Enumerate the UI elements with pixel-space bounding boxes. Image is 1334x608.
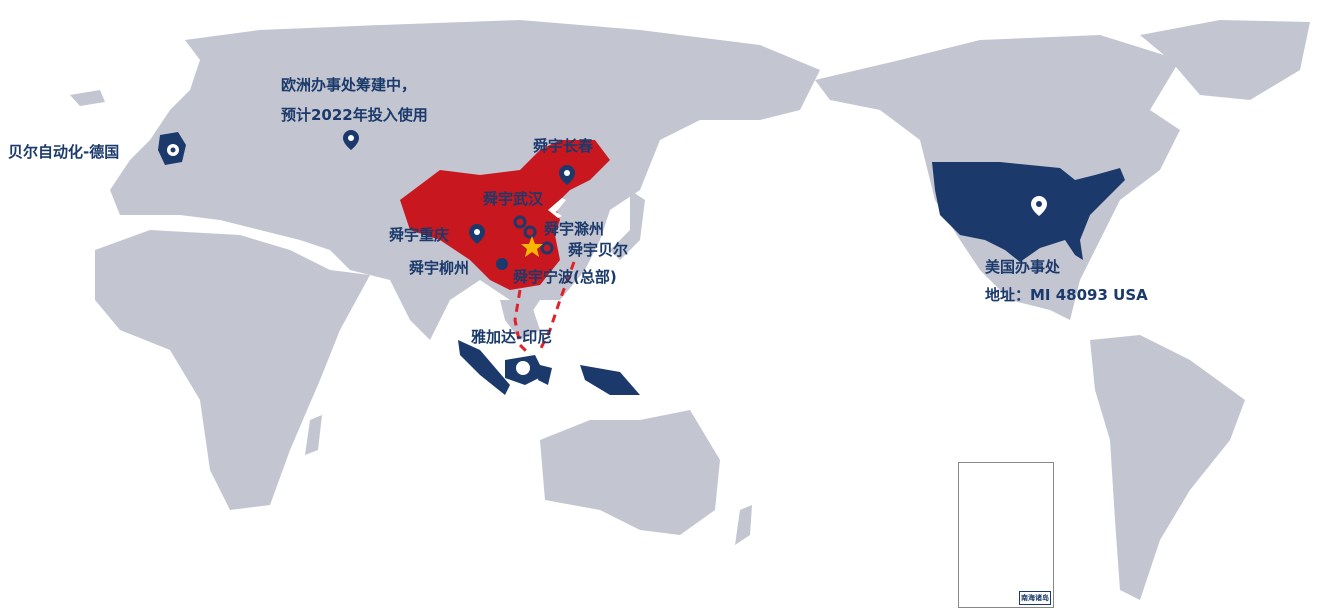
south-america xyxy=(1090,335,1245,600)
ring-marker-icon xyxy=(513,215,554,255)
australia xyxy=(540,410,720,535)
jakarta-marker-icon xyxy=(516,361,530,375)
label-europe-line2: 预计2022年投入使用 xyxy=(281,106,428,124)
label-usa-office: 美国办事处 xyxy=(985,258,1061,276)
inset-title: 南海诸岛 xyxy=(1019,591,1051,605)
indonesia-region xyxy=(458,340,640,395)
label-liuzhou: 舜宇柳州 xyxy=(409,259,470,277)
label-europe-line1: 欧洲办事处筹建中， xyxy=(281,76,417,94)
greenland xyxy=(1140,20,1310,100)
label-changchun: 舜宇长春 xyxy=(533,137,594,155)
shipping-route-1 xyxy=(513,289,532,357)
label-usa-address: 地址：MI 48093 USA xyxy=(985,286,1148,304)
land xyxy=(70,20,1310,600)
airplane-icon xyxy=(548,198,566,218)
south-china-sea-inset: 南海诸岛 xyxy=(958,462,1054,608)
label-wuhan: 舜宇武汉 xyxy=(483,190,544,208)
label-germany: 贝尔自动化-德国 xyxy=(8,143,120,161)
label-chongqing: 舜宇重庆 xyxy=(389,226,450,244)
star-icon xyxy=(521,236,543,257)
japan xyxy=(610,190,645,260)
china-region xyxy=(400,140,610,290)
iceland xyxy=(70,90,105,106)
label-chuzhou: 舜宇滁州 xyxy=(544,220,605,238)
scandinavia xyxy=(200,40,270,120)
usa-region xyxy=(932,162,1125,262)
shipping-route-2 xyxy=(538,261,576,351)
madagascar xyxy=(305,415,322,455)
africa xyxy=(95,230,370,510)
southeast-asia xyxy=(500,300,540,340)
label-beier: 舜宇贝尔 xyxy=(568,241,629,259)
dot-marker-icon xyxy=(496,258,508,270)
label-jakarta: 雅加达-印尼 xyxy=(471,328,553,346)
new-zealand xyxy=(735,505,752,545)
label-ningbo-hq: 舜宇宁波(总部) xyxy=(513,268,617,286)
